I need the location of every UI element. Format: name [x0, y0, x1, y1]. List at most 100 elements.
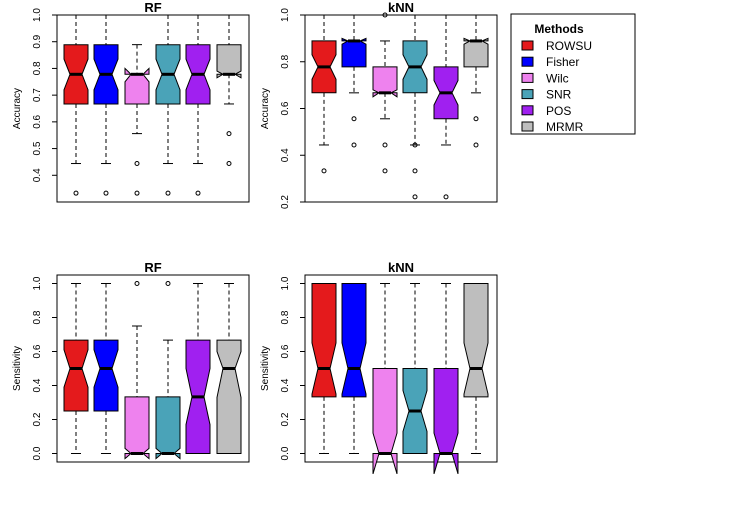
box-body [216, 44, 242, 79]
box-mrmr [463, 14, 489, 148]
box-wilc [372, 283, 398, 475]
box-rowsu [63, 283, 89, 454]
y-tick-label: 0.2 [280, 412, 291, 426]
legend-swatch [521, 56, 534, 67]
panel-2: kNN Accuracy 0.2 0.4 0.6 0.8 1.0 [260, 0, 498, 209]
box-body [124, 396, 150, 460]
legend-swatch [521, 89, 534, 100]
y-tick-label: 0.7 [32, 88, 43, 102]
legend-label: ROWSU [546, 39, 592, 53]
box-wilc [372, 12, 398, 174]
y-tick-label: 0.6 [280, 344, 291, 358]
box-fisher [341, 14, 367, 148]
y-tick-label: 0.6 [280, 101, 291, 115]
outlier-point [226, 161, 232, 167]
legend-item-wilc: Wilc [521, 71, 569, 85]
y-tick-label: 0.8 [32, 310, 43, 324]
outlier-point [351, 142, 357, 148]
outlier-point [226, 131, 232, 137]
outlier-point [195, 190, 201, 196]
y-tick-label: 0.8 [280, 54, 291, 68]
y-axis-label: Sensitivity [260, 346, 271, 391]
outlier-point [165, 281, 171, 286]
y-tick-label: 0.5 [32, 141, 43, 155]
panel-title: RF [144, 0, 161, 15]
box-snr [155, 281, 181, 460]
box-rowsu [311, 283, 337, 454]
outlier-point [321, 168, 327, 174]
box-body [93, 339, 119, 412]
outlier-point [351, 116, 357, 122]
panel-4: kNN Sensitivity 0.0 0.2 0.4 0.6 0.8 1.0 [260, 260, 498, 475]
outlier-point [134, 281, 140, 286]
box-body [63, 339, 89, 412]
y-tick-label: 1.0 [280, 8, 291, 22]
y-tick-label: 0.4 [32, 378, 43, 392]
box-snr [155, 14, 181, 196]
y-tick-label: 0.8 [32, 61, 43, 75]
outlier-point [103, 190, 109, 196]
y-tick-label: 1.0 [32, 276, 43, 290]
y-tick-label: 0.9 [32, 34, 43, 48]
plot-frame [304, 274, 498, 463]
box-body [155, 396, 181, 460]
box-snr [402, 283, 428, 454]
panel-title: kNN [388, 0, 414, 15]
box-fisher [93, 283, 119, 454]
box-wilc [124, 44, 150, 196]
y-tick-label: 0.6 [32, 344, 43, 358]
outlier-point [382, 168, 388, 174]
legend-label: SNR [546, 88, 572, 102]
legend-item-snr: SNR [521, 88, 572, 102]
legend-swatch [521, 105, 534, 116]
y-tick-label: 0.4 [280, 378, 291, 392]
box-pos [433, 14, 459, 200]
y-tick-label: 0.2 [32, 412, 43, 426]
y-axis-label: Accuracy [260, 88, 271, 129]
legend: Methods ROWSU Fisher Wilc SNR POS MRMR [510, 13, 636, 135]
y-tick-label: 0.2 [280, 195, 291, 209]
box-pos [433, 283, 459, 475]
y-tick-label: 0.4 [280, 148, 291, 162]
legend-item-pos: POS [521, 104, 571, 118]
outlier-point [382, 142, 388, 148]
plot-frame [56, 274, 250, 463]
outlier-point [73, 190, 79, 196]
legend-swatch [521, 40, 534, 51]
outlier-point [443, 194, 449, 200]
y-axis-label: Accuracy [12, 88, 23, 129]
outlier-point [165, 190, 171, 196]
box-body [341, 37, 367, 68]
outlier-point [382, 12, 388, 18]
legend-label: POS [546, 104, 571, 118]
box-body [216, 339, 242, 454]
box-wilc [124, 281, 150, 460]
legend-label: Fisher [546, 55, 579, 69]
y-tick-label: 0.6 [32, 114, 43, 128]
box-body [311, 283, 337, 398]
panel-title: kNN [388, 260, 414, 275]
box-body [372, 368, 398, 475]
box-mrmr [463, 283, 489, 454]
box-body [433, 368, 459, 475]
outlier-point [473, 142, 479, 148]
outlier-point [473, 116, 479, 122]
outlier-point [134, 190, 140, 196]
outlier-point [412, 194, 418, 200]
box-fisher [341, 283, 367, 454]
outlier-point [412, 142, 418, 148]
panel-title: RF [144, 260, 161, 275]
box-body [372, 66, 398, 98]
box-body [124, 67, 150, 105]
legend-label: Wilc [546, 71, 569, 85]
y-axis-label: Sensitivity [12, 346, 23, 391]
box-pos [185, 14, 211, 196]
box-mrmr [216, 283, 242, 454]
y-tick-label: 0.4 [32, 168, 43, 182]
y-tick-label: 0.0 [32, 446, 43, 460]
box-rowsu [63, 14, 89, 196]
box-body [463, 37, 489, 68]
box-body [341, 283, 367, 398]
legend-swatch [521, 72, 534, 83]
